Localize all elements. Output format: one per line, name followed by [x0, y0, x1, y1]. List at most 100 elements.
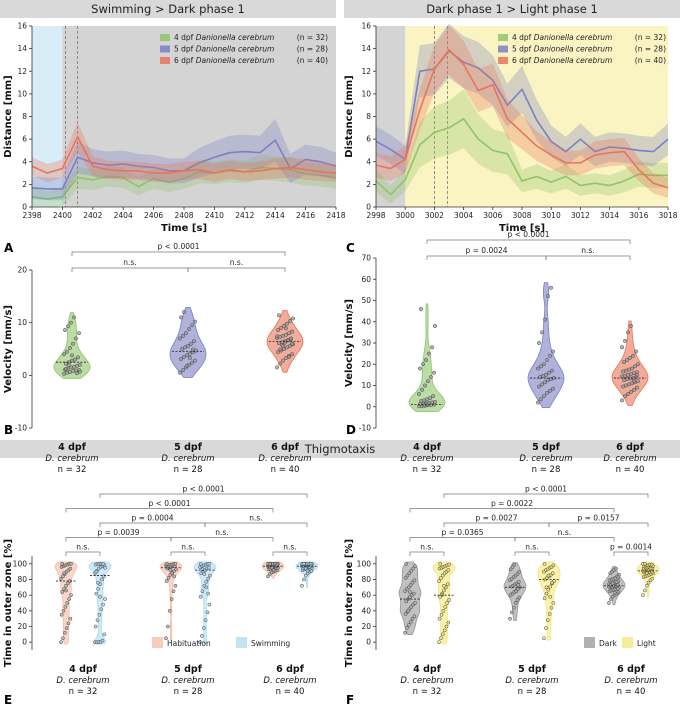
- data-point: [404, 599, 409, 604]
- x-tick-label: 3006: [483, 211, 502, 220]
- data-point: [180, 347, 184, 351]
- category-species: D. cerebrum: [400, 676, 453, 686]
- legend-label: Habituation: [167, 639, 211, 648]
- data-point: [614, 580, 619, 584]
- data-point: [198, 594, 203, 599]
- significance-bracket: [99, 522, 206, 527]
- data-point: [266, 574, 270, 579]
- data-point: [614, 566, 618, 571]
- data-point: [514, 589, 519, 594]
- data-point: [447, 562, 451, 567]
- significance-label: p < 0.0001: [507, 230, 549, 239]
- y-tick-label: 20: [17, 622, 27, 631]
- data-point: [305, 569, 310, 573]
- category-n: n = 40: [271, 465, 300, 475]
- data-point: [515, 598, 520, 602]
- data-point: [643, 561, 647, 566]
- legend-swatch: [498, 45, 508, 53]
- x-axis-label: Time [s]: [161, 223, 207, 234]
- significance-label: n.s.: [283, 543, 296, 552]
- y-tick-label: 10: [361, 381, 371, 390]
- category-species: D. cerebrum: [505, 676, 558, 686]
- data-point: [59, 640, 63, 645]
- data-point: [302, 561, 306, 566]
- data-point: [616, 590, 621, 594]
- x-tick-label: 2414: [266, 211, 285, 220]
- data-point: [542, 362, 546, 367]
- y-tick-label: 50: [361, 296, 371, 305]
- data-point: [543, 317, 547, 322]
- significance-bracket: [409, 508, 615, 513]
- x-tick-label: 2998: [366, 211, 385, 220]
- data-point: [184, 331, 188, 336]
- data-point: [182, 310, 186, 315]
- data-point: [406, 585, 411, 590]
- data-point: [277, 313, 281, 318]
- significance-bracket: [545, 255, 631, 260]
- data-point: [551, 349, 555, 354]
- data-point: [71, 341, 75, 346]
- data-point: [278, 361, 282, 366]
- data-point: [442, 583, 446, 588]
- data-point: [66, 581, 70, 586]
- y-tick-label: 60: [361, 275, 371, 284]
- data-point: [634, 349, 638, 354]
- series-band: [376, 89, 668, 204]
- category-age: 5 dpf: [174, 442, 203, 453]
- significance-bracket: [443, 493, 649, 498]
- data-point: [442, 628, 447, 633]
- data-point: [407, 571, 412, 576]
- data-point: [198, 561, 203, 566]
- legend-swatch: [498, 57, 508, 64]
- data-point: [302, 577, 306, 582]
- data-point: [550, 580, 554, 585]
- data-point: [191, 347, 195, 352]
- data-point: [64, 626, 69, 630]
- data-point: [437, 616, 442, 621]
- y-tick-label: 10: [361, 89, 371, 98]
- data-point: [623, 338, 627, 343]
- data-point: [95, 618, 100, 623]
- significance-bracket: [548, 522, 649, 527]
- x-tick-label: 3002: [425, 211, 444, 220]
- data-point: [620, 345, 624, 350]
- category-n: n = 32: [413, 465, 442, 475]
- legend-swatch: [498, 34, 508, 41]
- data-point: [101, 602, 105, 607]
- y-axis-label: Velocity [mm/s]: [3, 305, 14, 393]
- data-point: [70, 353, 74, 358]
- x-tick-label: 3012: [571, 211, 590, 220]
- data-point: [437, 579, 441, 583]
- data-point: [67, 597, 71, 601]
- legend-swatch: [584, 637, 595, 648]
- panel-label-b: B: [4, 423, 13, 437]
- significance-label: n.s.: [76, 543, 89, 552]
- data-point: [543, 380, 547, 385]
- significance-bracket: [65, 537, 172, 542]
- data-point: [291, 316, 295, 321]
- violin-body: [527, 282, 565, 409]
- data-point: [64, 361, 68, 366]
- legend-n: (n = 28): [297, 45, 328, 54]
- legend-label: Dark: [599, 639, 617, 648]
- data-point: [59, 576, 63, 581]
- data-point: [178, 336, 182, 341]
- data-point: [63, 605, 68, 609]
- data-point: [285, 345, 289, 350]
- data-point: [628, 355, 632, 360]
- data-point: [200, 634, 204, 638]
- data-point: [537, 341, 541, 345]
- data-point: [67, 363, 71, 368]
- data-point: [626, 330, 630, 335]
- significance-bracket: [514, 551, 550, 556]
- significance-bracket: [514, 537, 615, 542]
- data-point: [69, 561, 73, 566]
- data-point: [189, 341, 193, 346]
- category-n: n = 28: [174, 465, 203, 475]
- data-point: [164, 636, 168, 641]
- data-point: [550, 571, 555, 576]
- data-point: [203, 618, 208, 623]
- significance-bracket: [170, 551, 206, 556]
- significance-label: p = 0.0024: [465, 246, 507, 255]
- x-axis-label: Time [s]: [499, 223, 545, 234]
